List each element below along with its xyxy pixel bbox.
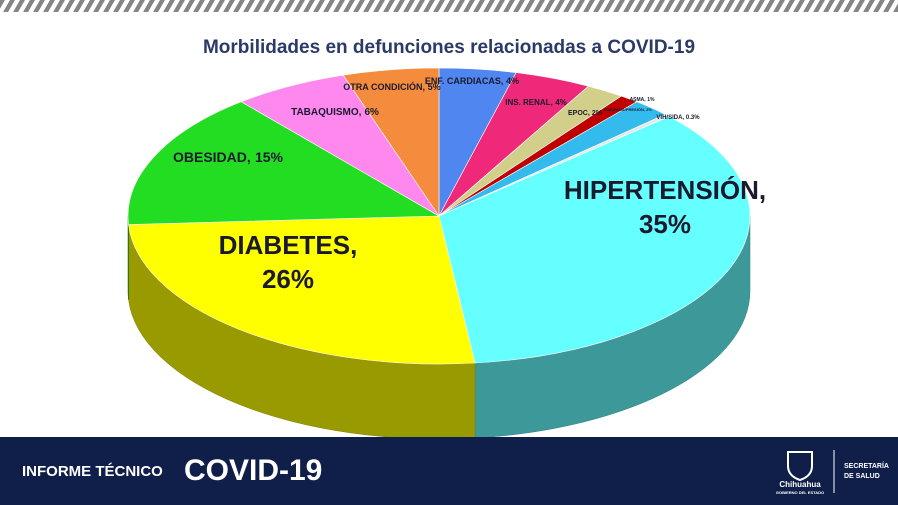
footer-topic: COVID-19: [184, 454, 322, 487]
footer-report: INFORME TÉCNICO: [22, 463, 163, 480]
footer-state: Chihuahua: [779, 480, 821, 489]
slice-category: HIPERTENSIÓN,: [564, 175, 766, 205]
slice-category: OBESIDAD,: [173, 149, 251, 165]
slice-label: OTRA CONDICIÓN, 5%: [343, 81, 440, 92]
slice-label: DIABETES, 26%: [219, 230, 358, 294]
slice-label: OBESIDAD, 15%: [173, 149, 284, 165]
slice-category: INS. RENAL,: [505, 98, 553, 107]
slice-category: EPOC,: [568, 110, 590, 117]
slice-value-label: 4%: [555, 98, 567, 107]
chart-title: Morbilidades en defunciones relacionadas…: [203, 37, 695, 58]
slice-value-label: 6%: [364, 107, 379, 118]
slice: [127, 101, 441, 225]
slice-label: ASMA, 1%: [630, 97, 655, 103]
slice-label: INS. RENAL, 4%: [505, 98, 567, 107]
slice-value-label: 0.3%: [686, 115, 700, 121]
state-logo: [787, 451, 813, 482]
slice-category: TABAQUISMO,: [291, 107, 362, 118]
slice-label: TABAQUISMO, 6%: [291, 107, 379, 118]
slice-category: INMUNOSUPRESIÓN,: [604, 107, 645, 112]
footer-band: [0, 437, 898, 505]
slice: [128, 215, 476, 365]
slice-value-label: 15%: [255, 149, 284, 165]
slice-value-label: 26%: [262, 264, 314, 294]
footer-office: DE SALUD: [844, 473, 880, 480]
slice-side: [127, 215, 129, 300]
slice-label: HIPERTENSIÓN, 35%: [564, 175, 766, 239]
slice-value-label: 35%: [639, 209, 691, 239]
footer-office: SECRETARÍA: [844, 461, 889, 470]
slice-label: VIH/SIDA, 0.3%: [656, 115, 700, 121]
slice-category: VIH/SIDA,: [656, 115, 684, 121]
slice-value-label: 5%: [428, 82, 441, 92]
slice: [438, 116, 751, 364]
slice-value-label: 2%: [592, 110, 603, 117]
pie: ENF. CARDIACAS, 4%INS. RENAL, 4%EPOC, 2%ASM…: [127, 67, 766, 440]
slice-category: ASMA,: [630, 97, 647, 103]
pie-tops: [127, 67, 751, 365]
top-border: [0, 0, 898, 12]
slice-category: OTRA CONDICIÓN,: [343, 81, 425, 92]
slice-value-label: 1%: [647, 97, 655, 103]
slice-category: DIABETES,: [219, 230, 358, 260]
slice-category: ENF. CARDIACAS,: [425, 76, 504, 86]
slice-label: EPOC, 2%: [568, 110, 603, 117]
slice: [342, 67, 440, 217]
footer-government: GOBIERNO DEL ESTADO: [776, 490, 824, 495]
slice-label: INMUNOSUPRESIÓN,2%: [604, 107, 652, 112]
pie-labels: ENF. CARDIACAS, 4%INS. RENAL, 4%EPOC, 2%ASM…: [173, 76, 766, 294]
slice-value-label: 2%: [646, 107, 652, 112]
slice-value-label: 4%: [506, 76, 519, 86]
slice-label: ENF. CARDIACAS, 4%: [425, 76, 519, 86]
